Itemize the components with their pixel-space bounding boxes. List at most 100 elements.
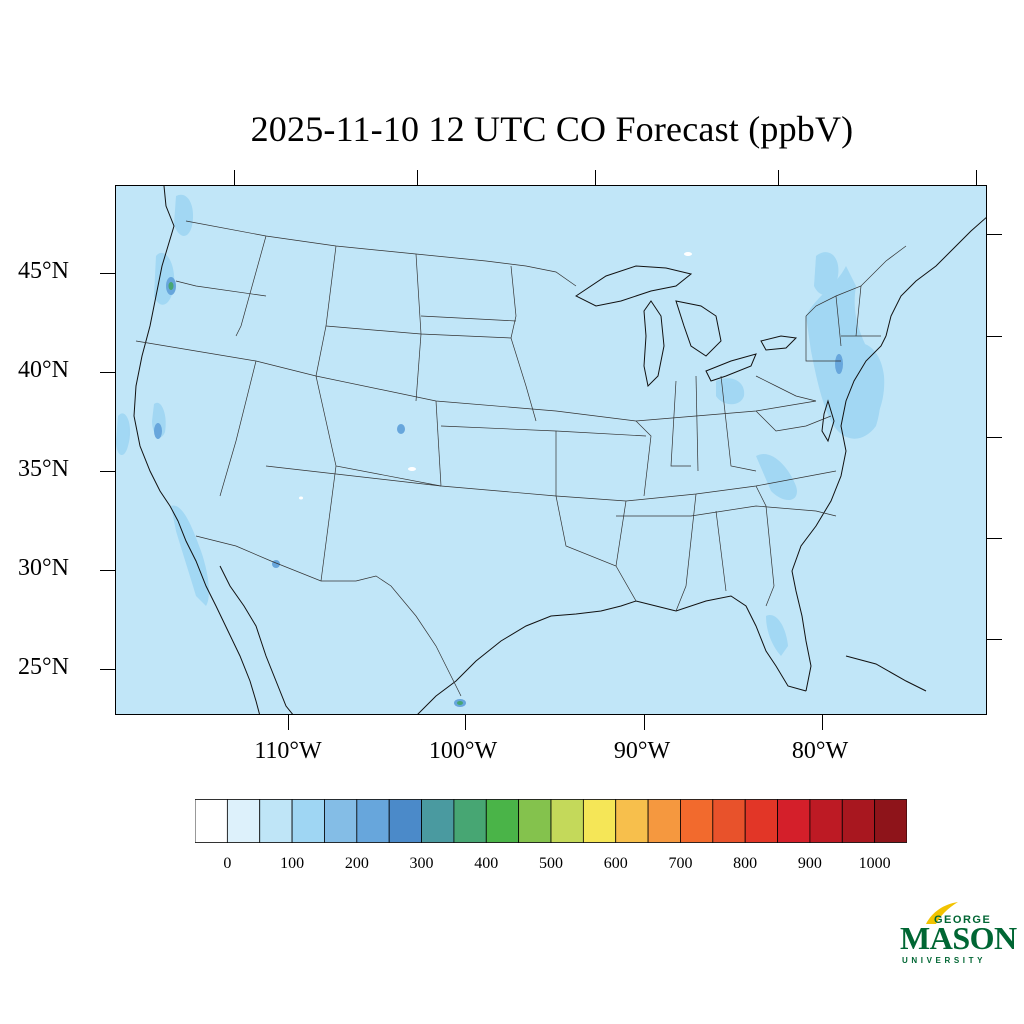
la-spot	[154, 423, 162, 439]
colorbar-swatch	[809, 799, 843, 843]
colorbar-swatch	[324, 799, 358, 843]
canada-border	[185, 220, 577, 287]
colorbar-swatch	[194, 799, 228, 843]
longitude-label: 100°W	[428, 738, 498, 764]
colorbar-tick-label: 800	[733, 855, 758, 872]
latitude-label: 40°N	[18, 357, 69, 383]
logo-line-george: GEORGE	[934, 914, 992, 926]
coastlines	[133, 186, 986, 714]
colorbar-swatch	[777, 799, 811, 843]
map-panel	[115, 185, 987, 715]
colorbar-swatch	[518, 799, 552, 843]
logo-line-mason: MASON	[900, 920, 1017, 956]
co-concentration-patches	[116, 194, 885, 656]
left-tick	[100, 669, 115, 670]
colorbar-swatch	[421, 799, 455, 843]
california-coast-patch	[116, 413, 131, 456]
left-tick	[100, 273, 115, 274]
co-peak-spots	[168, 282, 463, 705]
colorbar-swatch	[453, 799, 487, 843]
clean-spot	[408, 467, 416, 471]
colorbar-swatch	[226, 799, 261, 843]
lake-erie	[705, 353, 757, 382]
colorbar-tick-label: 300	[409, 855, 434, 872]
top-tick	[976, 170, 977, 185]
right-tick	[987, 538, 1002, 539]
right-tick	[987, 336, 1002, 337]
chesapeake-bay	[821, 399, 835, 443]
seattle-patch	[174, 194, 194, 236]
left-tick	[100, 570, 115, 571]
colorbar-swatch	[550, 799, 584, 843]
colorbar-tick-label: 100	[280, 855, 305, 872]
bottom-tick	[644, 715, 645, 730]
map-title: 2025-11-10 12 UTC CO Forecast (ppbV)	[250, 109, 854, 149]
colorbar-swatch	[485, 799, 520, 843]
clean-spot	[299, 496, 303, 500]
colorbar-swatch	[356, 799, 390, 843]
colorbar	[194, 799, 908, 843]
bottom-tick	[465, 715, 466, 730]
top-tick	[778, 170, 779, 185]
new-england-patch	[814, 252, 839, 295]
denver-spot	[397, 424, 405, 434]
top-tick	[595, 170, 596, 185]
longitude-label: 90°W	[613, 738, 671, 764]
colorbar-tick-label: 900	[797, 855, 822, 872]
logo-flame-icon	[926, 902, 958, 924]
colorbar-swatch	[680, 799, 714, 843]
right-tick	[987, 639, 1002, 640]
right-tick	[987, 234, 1002, 235]
lake-ontario	[760, 335, 798, 351]
cuba-outline	[845, 655, 927, 692]
latitude-label: 45°N	[18, 258, 69, 284]
colorbar-swatch	[744, 799, 778, 843]
colorbar-svg	[194, 799, 908, 843]
portland-peak	[168, 282, 174, 290]
florida-atlantic-coast	[791, 335, 887, 692]
great-lakes	[575, 265, 798, 388]
colorbar-swatch	[291, 799, 325, 843]
colorbar-tick-label: 600	[603, 855, 628, 872]
colorbar-swatch	[388, 799, 422, 843]
co-background-field	[116, 186, 986, 714]
colorbar-swatch	[582, 799, 617, 843]
colorbar-tick-label: 700	[668, 855, 693, 872]
longitude-label: 80°W	[791, 738, 849, 764]
state-boundaries	[135, 220, 907, 697]
lake-michigan	[643, 300, 665, 388]
lake-superior	[575, 265, 693, 307]
colorbar-swatch	[259, 799, 293, 843]
new-england-coast	[885, 217, 986, 337]
florida-patch	[766, 615, 788, 656]
lake-huron	[675, 300, 722, 357]
baja-east-coast	[219, 565, 294, 714]
top-tick	[417, 170, 418, 185]
latitude-label: 35°N	[18, 456, 69, 482]
colorbar-tick-label: 1000	[858, 855, 891, 872]
mexico-border	[195, 535, 462, 697]
latitude-label: 25°N	[18, 654, 69, 680]
latitude-label: 30°N	[18, 555, 69, 581]
logo-line-university: UNIVERSITY	[902, 956, 987, 965]
mexico-peak	[457, 701, 463, 705]
colorbar-tick-label: 0	[223, 855, 232, 872]
colorbar-tick-label: 400	[474, 855, 499, 872]
colorbar-swatch	[874, 799, 908, 843]
left-tick	[100, 471, 115, 472]
carolina-patch	[756, 454, 797, 501]
pacific-coastline	[133, 186, 260, 714]
colorbar-swatch	[712, 799, 746, 843]
longitude-label: 110°W	[254, 738, 322, 764]
colorbar-swatch	[841, 799, 876, 843]
clean-air-spots	[299, 252, 692, 500]
socal-coast-patch	[171, 505, 209, 606]
top-tick	[234, 170, 235, 185]
colorbar-tick-label: 200	[344, 855, 369, 872]
bottom-tick	[288, 715, 289, 730]
colorbar-swatch	[647, 799, 681, 843]
right-tick	[987, 437, 1002, 438]
nyc-spot	[835, 354, 843, 374]
bottom-tick	[822, 715, 823, 730]
co-forecast-map	[116, 186, 986, 714]
